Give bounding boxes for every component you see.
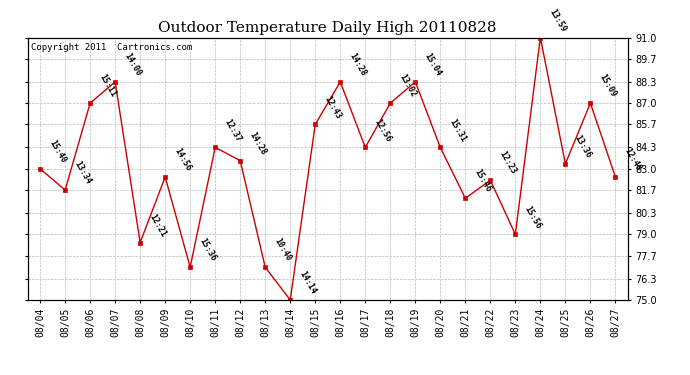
Text: 12:56: 12:56 [372,117,393,143]
Text: 15:56: 15:56 [522,204,542,230]
Text: 12:23: 12:23 [497,150,518,176]
Text: 14:56: 14:56 [172,147,193,173]
Text: Copyright 2011  Cartronics.com: Copyright 2011 Cartronics.com [30,43,192,52]
Text: 15:04: 15:04 [422,51,442,78]
Text: 15:09: 15:09 [598,73,618,99]
Text: 15:36: 15:36 [197,237,217,263]
Text: 14:14: 14:14 [297,270,317,296]
Text: 15:40: 15:40 [47,138,68,165]
Text: 12:48: 12:48 [622,147,642,173]
Title: Outdoor Temperature Daily High 20110828: Outdoor Temperature Daily High 20110828 [159,21,497,35]
Text: 15:11: 15:11 [97,73,117,99]
Text: 10:40: 10:40 [272,237,293,263]
Text: 15:46: 15:46 [472,168,493,194]
Text: 12:21: 12:21 [147,212,168,238]
Text: 14:28: 14:28 [347,51,368,78]
Text: 13:02: 13:02 [397,73,417,99]
Text: 13:59: 13:59 [547,7,568,33]
Text: 12:43: 12:43 [322,94,342,120]
Text: 15:31: 15:31 [447,117,468,143]
Text: 13:36: 13:36 [572,134,593,160]
Text: 14:00: 14:00 [122,51,142,78]
Text: 14:28: 14:28 [247,130,268,156]
Text: 13:34: 13:34 [72,160,92,186]
Text: 12:37: 12:37 [222,117,242,143]
